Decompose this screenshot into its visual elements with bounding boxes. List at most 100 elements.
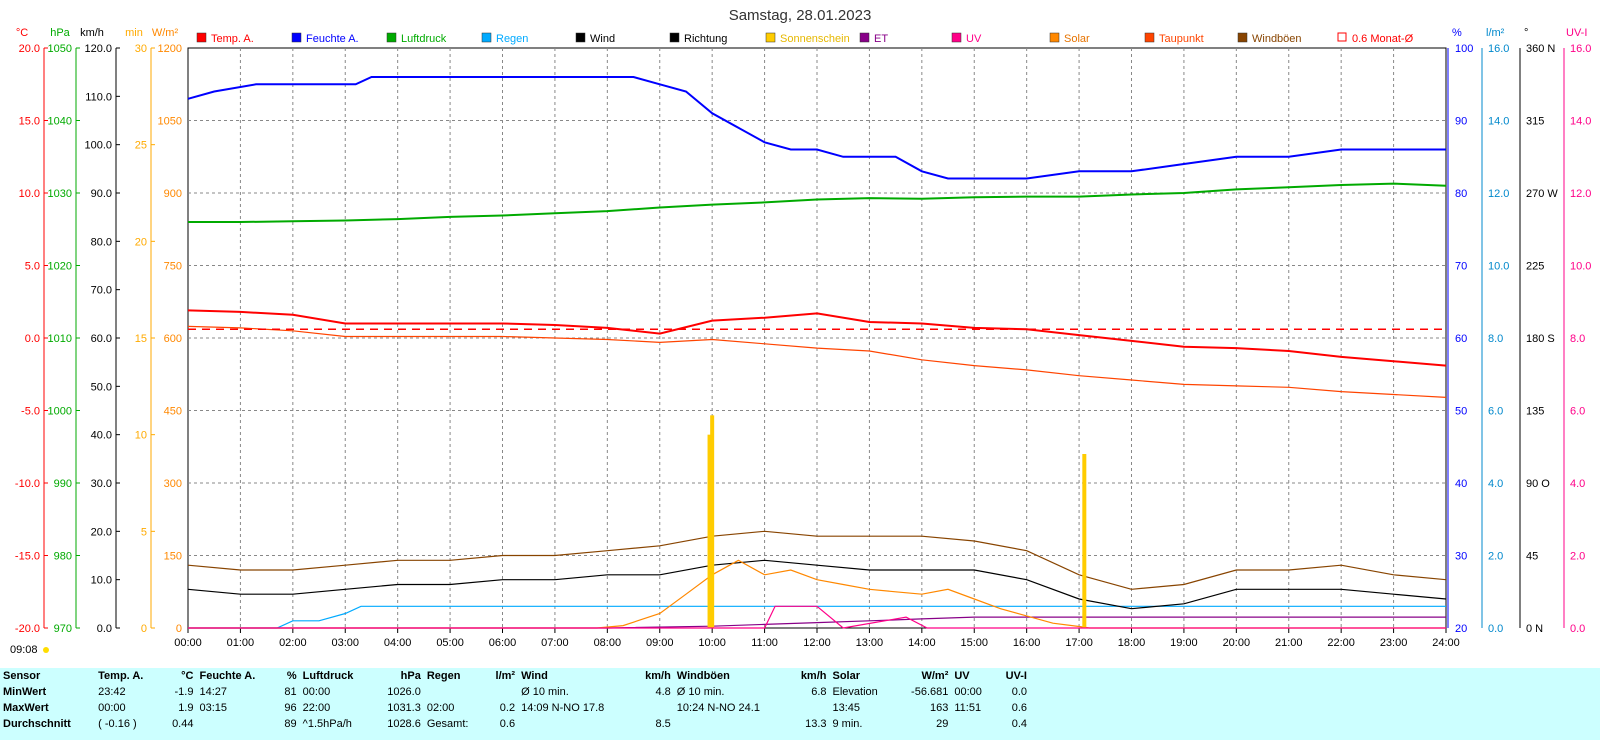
right-axis-tick-label: 14.0 bbox=[1488, 116, 1509, 128]
legend: Temp. A. Feuchte A. Luftdruck Regen Wind Rich… bbox=[196, 32, 1414, 45]
stats-header: Sensor bbox=[3, 670, 41, 682]
legend-item: Wind bbox=[575, 32, 615, 45]
stats-header: Regen bbox=[426, 670, 461, 682]
stats-cell-value: -56.681 bbox=[911, 686, 949, 698]
series-line bbox=[188, 616, 1446, 629]
x-tick-label: 07:00 bbox=[541, 637, 569, 649]
left-axis-tick-label: 90.0 bbox=[91, 188, 112, 200]
left-axis-tick-label: 450 bbox=[164, 406, 182, 418]
left-axis-tick-label: 60.0 bbox=[91, 333, 112, 345]
legend-item: UV bbox=[951, 32, 982, 45]
stats-cell-value: 96 bbox=[284, 702, 297, 714]
x-tick-label: 17:00 bbox=[1065, 637, 1093, 649]
legend-label: ET bbox=[874, 33, 888, 45]
right-axis-tick-label: 0 N bbox=[1526, 623, 1543, 635]
stats-cell-value: 13.3 bbox=[805, 718, 827, 730]
stats-cell-time: Gesamt: bbox=[426, 718, 469, 730]
stats-cell-time: Ø 10 min. bbox=[676, 686, 725, 698]
legend-swatch bbox=[1049, 32, 1060, 43]
stats-cell-time: Elevation bbox=[832, 686, 878, 698]
legend-label: Feuchte A. bbox=[306, 33, 359, 45]
stats-cell-time: 23:42 bbox=[98, 686, 126, 698]
stats-header-unit: % bbox=[286, 670, 297, 682]
stats-row: MinWert 23:42 -1.9 14:27 81 00:00 1026.0 Ø 10 m… bbox=[0, 684, 1030, 700]
right-axis-tick-label: 12.0 bbox=[1570, 188, 1591, 200]
stats-cell-time: 9 min. bbox=[832, 718, 863, 730]
stats-cell-value: -1.9 bbox=[174, 686, 194, 698]
stats-row: Durchschnitt ( -0.16 ) 0.44 89 ^1.5hPa/h 1028… bbox=[0, 716, 1030, 732]
left-axis-tick-label: 1010 bbox=[48, 333, 72, 345]
stats-cell-value: 0.0 bbox=[1011, 686, 1027, 698]
stats-row: MaxWert 00:00 1.9 03:15 96 22:00 1031.3 02:00 0.… bbox=[0, 700, 1030, 716]
right-axis-tick-label: 180 S bbox=[1526, 333, 1555, 345]
x-tick-label: 18:00 bbox=[1118, 637, 1146, 649]
stats-header-unit: km/h bbox=[645, 670, 671, 682]
stats-cell-time: 11:51 bbox=[954, 702, 982, 714]
left-axis-tick-label: 10.0 bbox=[91, 575, 112, 587]
series-line bbox=[188, 182, 1447, 223]
legend-swatch bbox=[859, 32, 870, 43]
stats-cell-value: 1028.6 bbox=[387, 718, 421, 730]
x-tick-label: 02:00 bbox=[279, 637, 307, 649]
chart-title: Samstag, 28.01.2023 bbox=[729, 7, 872, 24]
stats-cell-value: 0.2 bbox=[499, 702, 516, 714]
left-axis-unit: °C bbox=[16, 27, 28, 39]
legend-swatch bbox=[1337, 32, 1347, 42]
left-axis-tick-label: 1040 bbox=[48, 116, 72, 128]
left-axis-tick-label: 70.0 bbox=[91, 285, 112, 297]
left-axis-tick-label: 0 bbox=[141, 623, 147, 635]
stats-cell-time: 14:09 N-NO 17.8 bbox=[521, 702, 605, 714]
stats-header: Windböen bbox=[676, 670, 730, 682]
left-axis-tick-label: 80.0 bbox=[91, 236, 112, 248]
legend-item: Richtung bbox=[669, 32, 727, 45]
legend-swatch bbox=[196, 32, 207, 43]
x-tick-label: 21:00 bbox=[1275, 637, 1303, 649]
legend-item: Windböen bbox=[1237, 32, 1302, 45]
stats-cell-time bbox=[518, 716, 633, 732]
legend-item: Regen bbox=[481, 32, 528, 45]
left-axis-tick-label: 900 bbox=[164, 188, 182, 200]
sunrise-time-label: 09:08 bbox=[10, 644, 38, 656]
legend-label: Luftdruck bbox=[401, 33, 447, 45]
right-axis-tick-label: 6.0 bbox=[1570, 406, 1585, 418]
left-axis-tick-label: 20 bbox=[135, 236, 147, 248]
legend-label: Wind bbox=[590, 33, 615, 45]
legend-label: UV bbox=[966, 33, 982, 45]
right-axis-unit: % bbox=[1452, 27, 1462, 39]
right-axis-tick-label: 12.0 bbox=[1488, 188, 1509, 200]
stats-cell-value: 1026.0 bbox=[387, 686, 421, 698]
right-axis-tick-label: 315 bbox=[1526, 116, 1544, 128]
series-line bbox=[187, 559, 1447, 610]
x-tick-label: 03:00 bbox=[331, 637, 359, 649]
right-axis-tick-label: 90 bbox=[1455, 116, 1467, 128]
right-axis-tick-label: 10.0 bbox=[1488, 261, 1509, 273]
series-line bbox=[187, 309, 1447, 367]
right-axis-unit: l/m² bbox=[1486, 27, 1505, 39]
stats-cell-time bbox=[674, 716, 789, 732]
stats-cell-value: 0.4 bbox=[1011, 718, 1027, 730]
left-axis-tick-label: 5.0 bbox=[25, 261, 40, 273]
left-axis-tick-label: 120.0 bbox=[84, 43, 112, 55]
left-axis-tick-label: -5.0 bbox=[21, 406, 40, 418]
left-axis-tick-label: 1050 bbox=[48, 43, 72, 55]
grid bbox=[188, 48, 1446, 628]
x-tick-label: 00:00 bbox=[174, 637, 202, 649]
left-axis-tick-label: 30 bbox=[135, 43, 147, 55]
left-axis-tick-label: 10 bbox=[135, 430, 147, 442]
sunshine-bar bbox=[1082, 454, 1087, 628]
legend-swatch bbox=[765, 32, 776, 43]
x-tick-label: 01:00 bbox=[227, 637, 255, 649]
right-axis-tick-label: 10.0 bbox=[1570, 261, 1591, 273]
legend-label: Sonnenschein bbox=[780, 33, 850, 45]
stats-cell-time bbox=[951, 716, 994, 732]
stats-header: Wind bbox=[521, 670, 548, 682]
right-axis-tick-label: 270 W bbox=[1526, 188, 1558, 200]
stats-header-unit: °C bbox=[181, 670, 194, 682]
legend-item: Luftdruck bbox=[386, 32, 447, 45]
right-axis-tick-label: 16.0 bbox=[1488, 43, 1509, 55]
left-axis-tick-label: 20.0 bbox=[19, 43, 40, 55]
legend-label: Regen bbox=[496, 33, 528, 45]
stats-header: UV bbox=[954, 670, 970, 682]
right-axis-tick-label: 45 bbox=[1526, 551, 1538, 563]
stats-header: Feuchte A. bbox=[199, 670, 256, 682]
